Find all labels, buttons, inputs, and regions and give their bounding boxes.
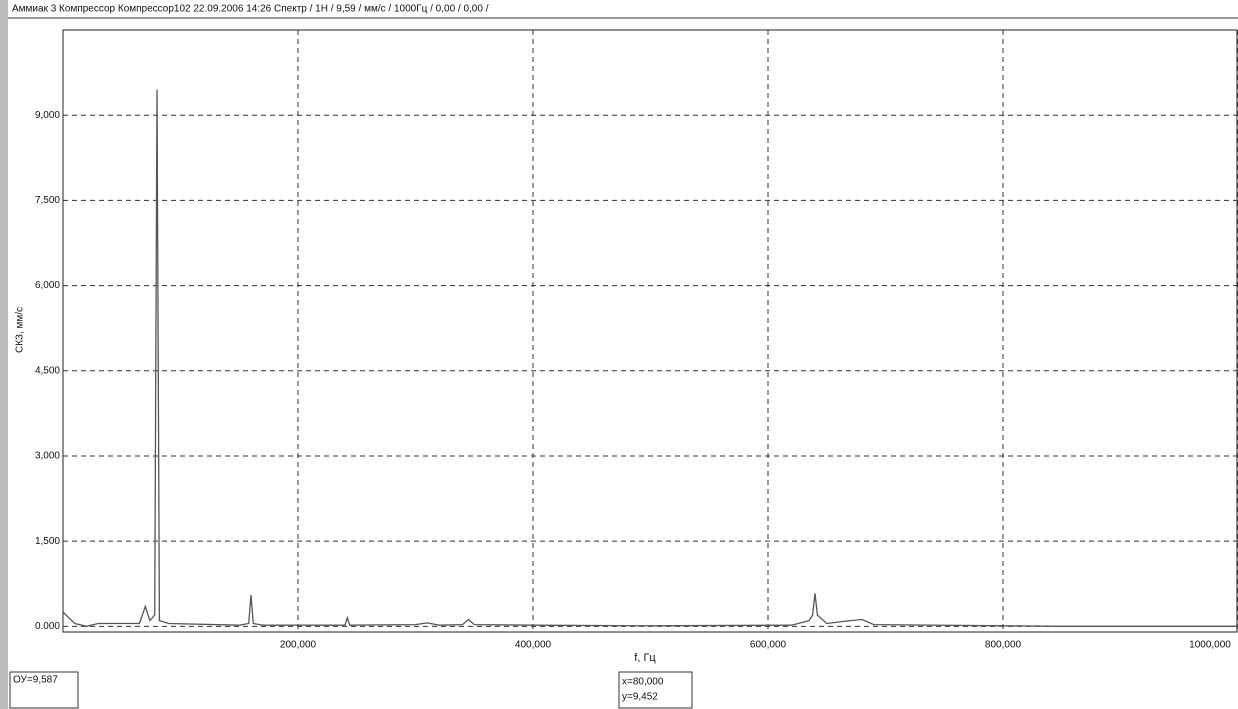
cursor-y: y=9,452 — [622, 692, 658, 703]
spectrum-line — [62, 89, 1238, 627]
x-tick-label: 1000,000 — [1189, 640, 1231, 651]
x-tick-label: 400,000 — [515, 640, 552, 651]
y-tick-label: 0.000 — [35, 621, 60, 632]
y-axis-label: СКЗ, мм/с — [15, 307, 26, 353]
status-ou: ОУ=9,587 — [13, 675, 58, 686]
y-tick-label: 9,000 — [35, 110, 60, 121]
y-tick-label: 3,000 — [35, 451, 60, 462]
x-axis-label: f, Гц — [634, 652, 656, 664]
y-tick-label: 7,500 — [35, 195, 60, 206]
x-tick-label: 800,000 — [985, 640, 1022, 651]
x-tick-label: 600,000 — [750, 640, 787, 651]
window-frame — [0, 0, 8, 709]
y-tick-label: 4,500 — [35, 365, 60, 376]
cursor-box — [618, 671, 693, 709]
chart-title: Аммиак 3 Компрессор Компрессор102 22.09.… — [12, 4, 489, 15]
y-tick-label: 1,500 — [35, 536, 60, 547]
plot-frame — [62, 29, 1238, 633]
status-box — [9, 671, 79, 709]
cursor-x: x=80,000 — [622, 677, 664, 688]
x-tick-label: 200,000 — [280, 640, 317, 651]
y-tick-label: 6,000 — [35, 280, 60, 291]
